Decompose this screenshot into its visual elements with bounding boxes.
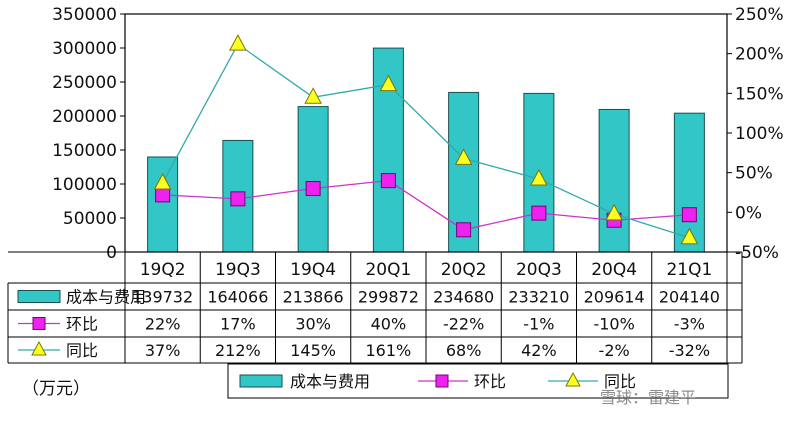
y-right-tick-label: 100% [735,124,784,144]
series-line [162,43,690,239]
x-tick-label: 20Q1 [365,260,411,280]
x-tick-label: 20Q3 [516,260,562,280]
x-tick-label: 20Q2 [441,260,487,280]
y-left-tick-label: 300000 [52,39,117,59]
legend-label: 成本与费用 [290,372,370,391]
y-left-tick-label: 100000 [52,175,117,195]
table-value: 30% [295,315,331,334]
row-key-triangle [31,340,47,356]
table-value: 299872 [358,288,419,307]
table-value: 234680 [433,288,494,307]
table-value: 22% [145,315,181,334]
x-tick-label: 19Q2 [140,260,186,280]
legend-key-triangle [565,371,581,387]
row-key-square [32,317,46,330]
y-right-tick-label: -50% [735,243,779,263]
table-value: 68% [446,341,482,360]
row-label: 同比 [66,341,98,360]
square-point [531,205,547,221]
y-right-tick-label: 150% [735,84,784,104]
triangle-point [680,227,699,245]
table-value: -32% [669,341,710,360]
bar [297,106,329,253]
bar [372,47,404,253]
square-point [681,207,697,223]
square-point [155,187,171,203]
legend-key-square [435,374,449,388]
row-label: 环比 [66,315,98,334]
x-tick-label: 21Q1 [666,260,712,280]
x-tick-label: 19Q3 [215,260,261,280]
bar [598,108,630,253]
y-right-tick-label: 0% [735,203,762,223]
watermark: 雪球：雷建平 [600,388,697,407]
triangle-point [304,87,322,104]
table-value: -1% [523,315,554,334]
triangle-point [530,168,548,186]
table-value: -10% [593,315,634,334]
table-value: 37% [145,341,181,360]
triangle-point [454,148,473,165]
y-left-tick-label: 200000 [52,107,117,127]
table-value: 212% [215,341,261,360]
y-left-tick-label: 50000 [63,209,117,229]
y-right-tick-label: 250% [735,5,784,25]
triangle-point [605,203,623,221]
plot-frame [124,13,728,253]
table-value: -2% [599,341,630,360]
table-value: 204140 [659,288,720,307]
legend-label: 同比 [604,372,636,391]
square-point [456,222,472,238]
y-right-tick-label: 200% [735,45,784,65]
table-value: 209614 [584,288,645,307]
table-value: -3% [674,315,705,334]
table-value: 213866 [283,288,344,307]
table-value: 139732 [132,288,193,307]
square-point [230,191,246,207]
bar [147,156,179,253]
unit-label: （万元） [22,379,90,399]
y-left-tick-label: 350000 [52,5,117,25]
triangle-point [153,172,172,190]
table-value: 233210 [508,288,569,307]
table-value: 145% [290,341,336,360]
series-line [162,179,690,231]
table-value: 17% [220,315,256,334]
table-value: 42% [521,341,557,360]
table-value: 161% [366,341,412,360]
y-left-tick-label: 150000 [52,141,117,161]
legend-label: 环比 [474,372,506,391]
triangle-point [379,74,398,92]
x-tick-label: 20Q4 [591,260,637,280]
row-key-bar [17,290,61,303]
row-label: 成本与费用 [66,288,146,307]
legend-key-bar [239,374,283,388]
table-value: 164066 [207,288,268,307]
y-left-tick-label: 250000 [52,73,117,93]
triangle-point [229,34,247,51]
table-value: -22% [443,315,484,334]
y-left-tick-label: 0 [106,243,117,263]
square-point [305,181,321,197]
legend-box [227,363,729,399]
square-point [380,173,396,189]
x-tick-label: 19Q4 [290,260,336,280]
table-value: 40% [371,315,407,334]
y-right-tick-label: 50% [735,164,773,184]
